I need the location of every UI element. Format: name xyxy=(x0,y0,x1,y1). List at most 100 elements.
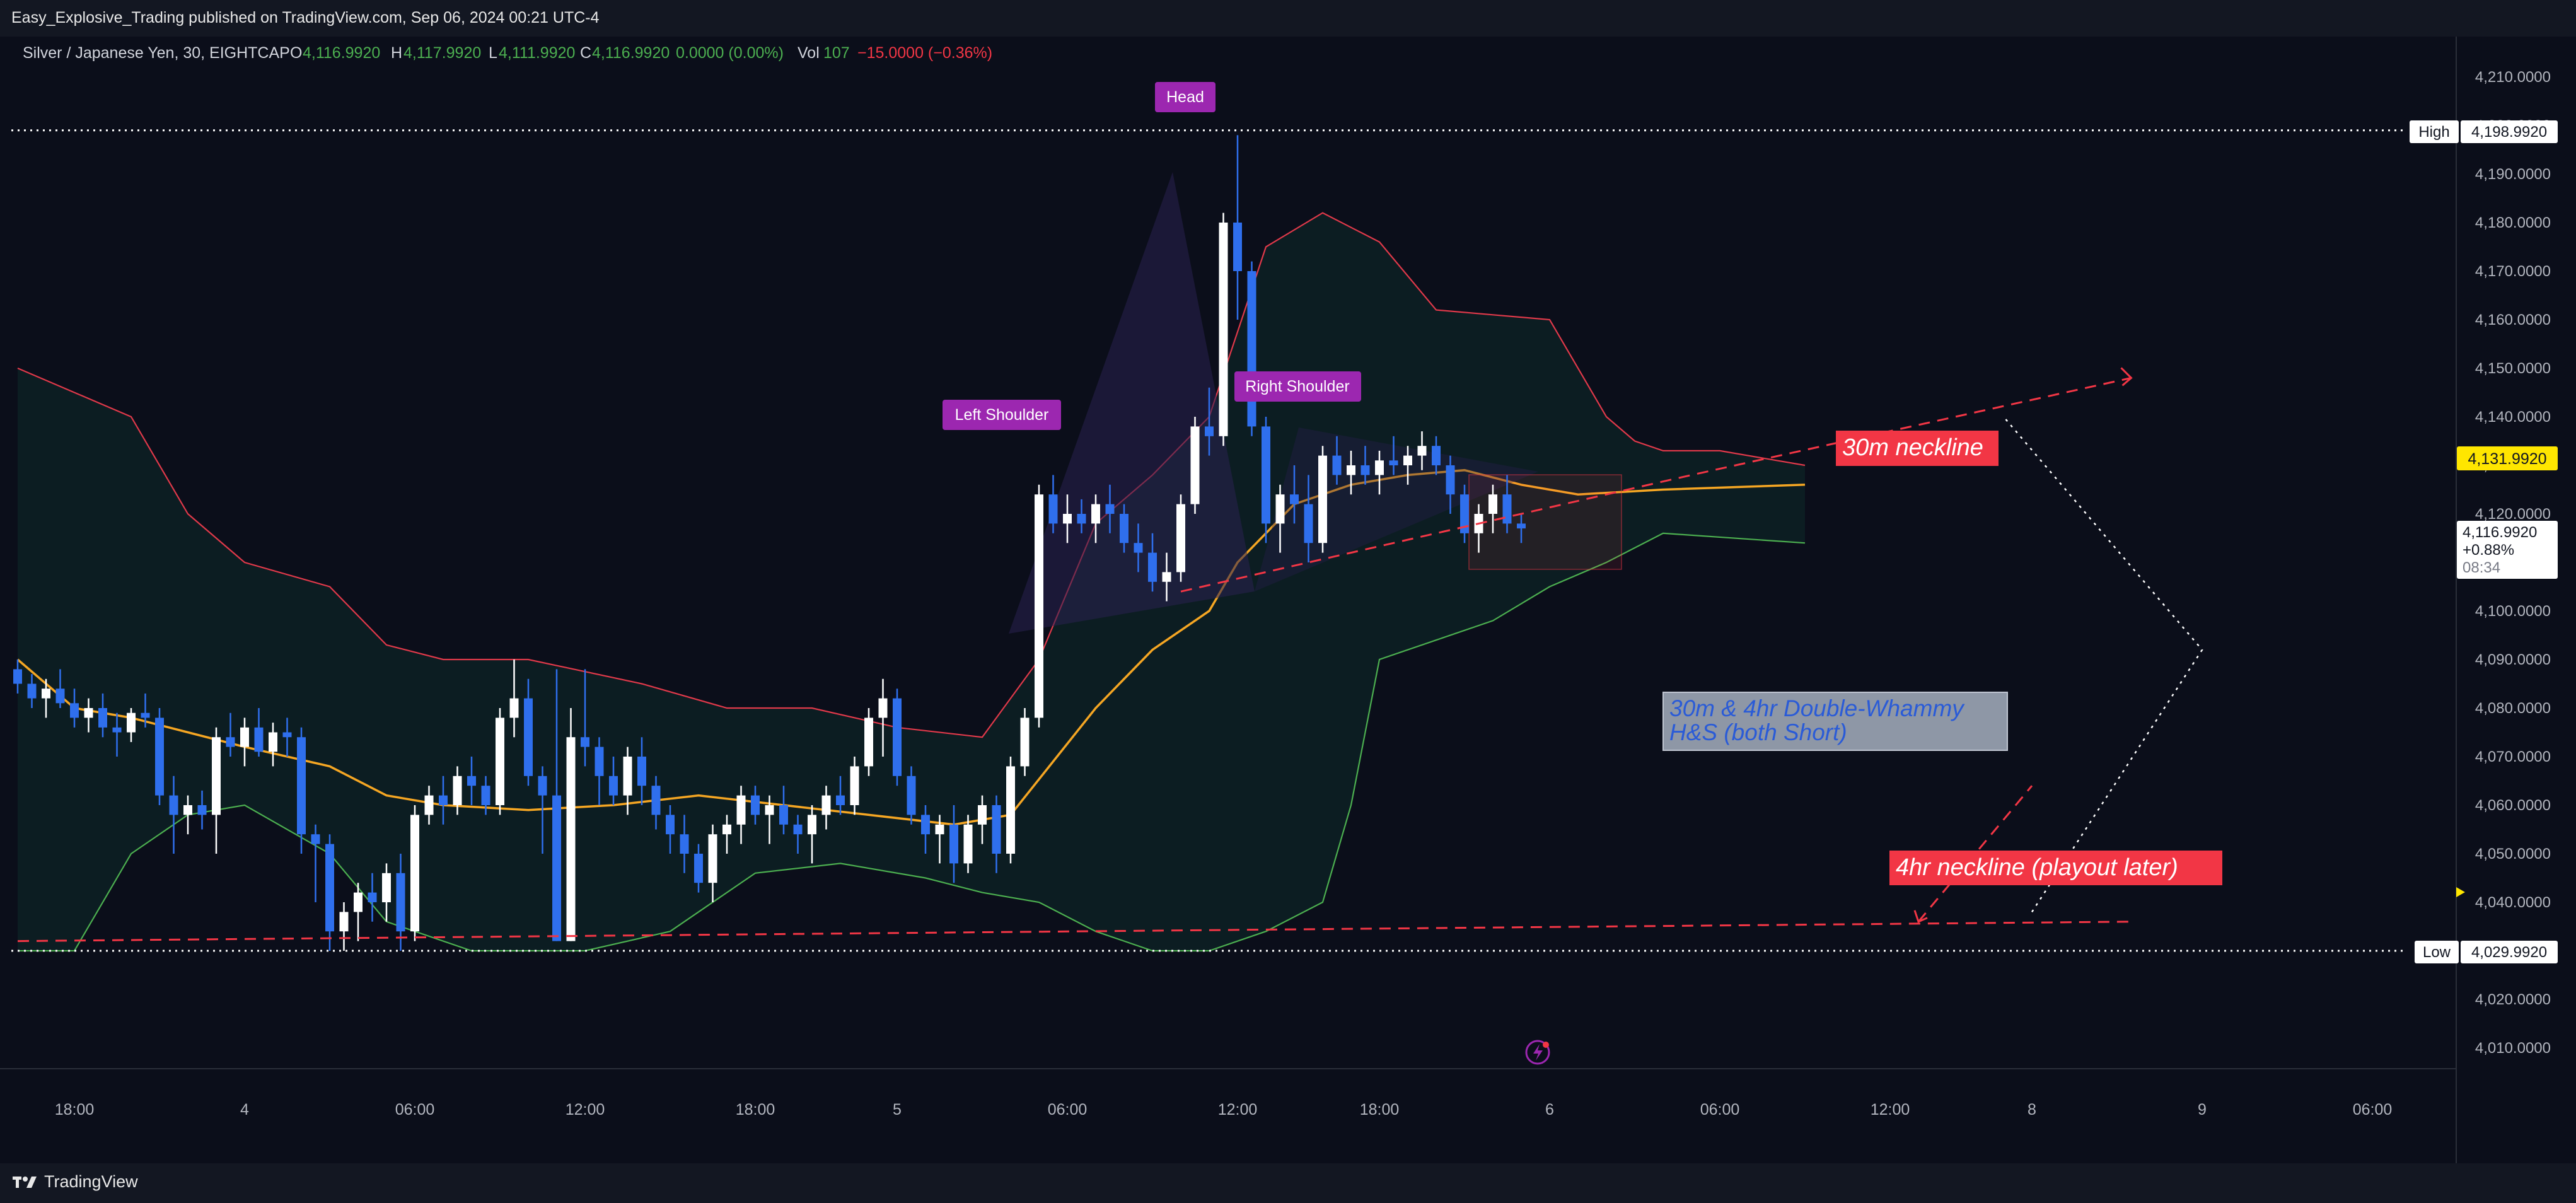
candle-body xyxy=(1205,426,1214,436)
candle-body xyxy=(98,708,107,728)
candle-body xyxy=(1134,543,1143,553)
footer-bar: TradingView xyxy=(0,1163,2576,1203)
high-label: H xyxy=(391,44,402,62)
left-shoulder-label[interactable]: Left Shoulder xyxy=(943,400,1061,430)
projection-path xyxy=(2003,416,2203,913)
double-whammy-label[interactable]: 30m & 4hr Double-Whammy H&S (both Short) xyxy=(1662,692,2008,751)
neckline-30m-text: 30m neckline xyxy=(1842,434,1983,461)
neckline-4hr-text: 4hr neckline (playout later) xyxy=(1896,854,2178,881)
candle-body xyxy=(1077,514,1086,524)
candle-body xyxy=(765,805,774,815)
y-tick-label: 4,080.0000 xyxy=(2475,700,2551,717)
double-whammy-line1: 30m & 4hr Double-Whammy xyxy=(1669,695,1965,721)
candle-body xyxy=(808,815,816,835)
candle-body xyxy=(524,698,533,776)
candle-body xyxy=(226,737,235,747)
candle-body xyxy=(1262,426,1270,524)
candle-body xyxy=(666,815,675,835)
candle-body xyxy=(1403,455,1412,465)
candle-body xyxy=(1417,446,1427,456)
ma-tag: 4,131.9920 xyxy=(2457,446,2558,470)
candle-body xyxy=(496,718,504,805)
neckline-4hr-label[interactable]: 4hr neckline (playout later) xyxy=(1889,851,2222,885)
left-shoulder-text: Left Shoulder xyxy=(955,406,1049,424)
head-label[interactable]: Head xyxy=(1155,82,1215,112)
candle-body xyxy=(1048,494,1058,524)
candle-body xyxy=(84,708,93,718)
lightning-icon[interactable] xyxy=(1525,1040,1550,1065)
right-shoulder-label[interactable]: Right Shoulder xyxy=(1234,371,1361,402)
candle-body xyxy=(240,727,249,747)
x-tick-label: 4 xyxy=(240,1101,249,1119)
candle-body xyxy=(55,689,65,704)
y-tick-label: 4,050.0000 xyxy=(2475,846,2551,863)
publish-info: Easy_Explosive_Trading published on Trad… xyxy=(11,9,600,26)
y-tick-label: 4,020.0000 xyxy=(2475,991,2551,1008)
chart-area[interactable]: Silver / Japanese Yen, 30, EIGHTCAP O 4,… xyxy=(0,37,2576,1165)
high-tag-value: 4,198.9920 xyxy=(2471,124,2547,141)
price-chart[interactable]: Silver / Japanese Yen, 30, EIGHTCAP O 4,… xyxy=(0,37,2576,1165)
candle-body xyxy=(1247,271,1256,427)
candle-body xyxy=(453,776,462,805)
candle-body xyxy=(836,795,845,805)
x-tick-label: 12:00 xyxy=(1871,1101,1910,1119)
y-tick-label: 4,040.0000 xyxy=(2475,894,2551,911)
candle-body xyxy=(1347,465,1355,475)
candle-body xyxy=(1460,494,1469,533)
change-value: 0.0000 (0.00%) xyxy=(676,44,784,62)
candle-body xyxy=(552,795,561,941)
x-tick-label: 12:00 xyxy=(1218,1101,1258,1119)
candle-body xyxy=(623,757,632,796)
candle-body xyxy=(850,766,859,805)
candle-body xyxy=(864,718,873,767)
volume-change: −15.0000 (−0.36%) xyxy=(857,44,992,62)
candle-body xyxy=(141,712,150,718)
candle-body xyxy=(935,824,944,835)
low-tag: Low 4,029.9920 xyxy=(2415,941,2558,963)
candle-body xyxy=(282,732,292,738)
candle-body xyxy=(509,698,519,718)
ma-tag-value: 4,131.9920 xyxy=(2468,450,2546,468)
neckline-30m-label[interactable]: 30m neckline xyxy=(1836,431,1999,466)
footer-brand: TradingView xyxy=(44,1172,138,1191)
y-tick-label: 4,100.0000 xyxy=(2475,603,2551,620)
position-box[interactable] xyxy=(1468,474,1622,570)
candle-body xyxy=(467,776,476,786)
candle-body xyxy=(197,805,207,815)
candle-body xyxy=(1318,455,1327,543)
current-price-change: +0.88% xyxy=(2463,542,2514,559)
candle-body xyxy=(566,737,576,941)
candle-body xyxy=(1432,446,1441,465)
x-tick-label: 18:00 xyxy=(1360,1101,1400,1119)
x-tick-label: 18:00 xyxy=(55,1101,95,1119)
x-axis-labels: 18:00 4 06:00 12:00 18:00 5 06:00 12:00 18:00 6 06… xyxy=(55,1101,2393,1119)
candles xyxy=(13,135,1526,951)
neckline-30m-arrowhead xyxy=(2120,367,2133,386)
candle-body xyxy=(439,795,448,805)
candle-body xyxy=(155,718,164,796)
current-price-value: 4,116.9920 xyxy=(2463,524,2537,541)
x-tick-label: 06:00 xyxy=(395,1101,435,1119)
tradingview-logo[interactable]: TradingView xyxy=(13,1172,138,1192)
x-tick-label: 8 xyxy=(2028,1101,2036,1119)
candle-body xyxy=(269,732,277,752)
candle-body xyxy=(339,912,349,932)
candle-body xyxy=(878,698,888,718)
y-tick-label: 4,170.0000 xyxy=(2475,263,2551,280)
candle-body xyxy=(1304,504,1313,543)
candle-body xyxy=(581,737,589,747)
alert-marker-icon xyxy=(2456,887,2465,897)
candle-body xyxy=(538,776,547,796)
bollinger-bands xyxy=(16,212,1806,952)
drawing-lines[interactable] xyxy=(11,129,2403,952)
candle-body xyxy=(127,712,136,733)
candle-body xyxy=(112,727,122,733)
candle-body xyxy=(821,795,831,815)
lower-band-line xyxy=(18,532,1806,952)
candle-body xyxy=(963,824,973,864)
y-tick-label: 4,070.0000 xyxy=(2475,748,2551,765)
open-value: 4,116.9920 xyxy=(303,44,380,62)
candle-body xyxy=(325,844,334,932)
y-tick-label: 4,060.0000 xyxy=(2475,797,2551,814)
candle-body xyxy=(42,689,50,699)
